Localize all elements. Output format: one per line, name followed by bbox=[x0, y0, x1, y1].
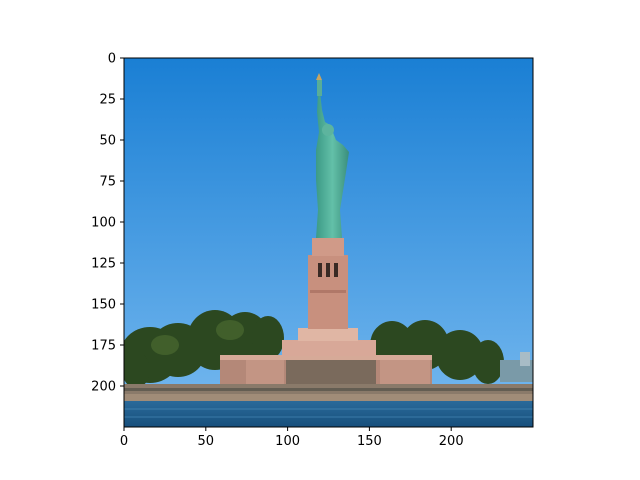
x-tick-label: 100 bbox=[275, 434, 300, 449]
y-tick-label: 50 bbox=[99, 134, 116, 149]
y-tick-label: 100 bbox=[91, 216, 116, 231]
trees-right bbox=[370, 320, 504, 384]
x-axis: 0 50 100 150 200 bbox=[120, 427, 464, 449]
water bbox=[124, 401, 533, 427]
y-tick-label: 175 bbox=[91, 339, 116, 354]
y-axis: 0 25 50 75 100 125 150 175 200 bbox=[91, 52, 124, 395]
fort-base bbox=[220, 355, 432, 389]
y-tick-label: 0 bbox=[108, 52, 116, 67]
y-tick-label: 150 bbox=[91, 298, 116, 313]
y-tick-label: 75 bbox=[99, 175, 116, 190]
x-tick-label: 50 bbox=[198, 434, 215, 449]
y-tick-label: 125 bbox=[91, 257, 116, 272]
x-tick-label: 150 bbox=[357, 434, 382, 449]
x-tick-label: 200 bbox=[439, 434, 464, 449]
y-tick-label: 25 bbox=[99, 93, 116, 108]
x-tick-label: 0 bbox=[120, 434, 128, 449]
axes-frame bbox=[123, 57, 534, 428]
y-tick-label: 200 bbox=[91, 380, 116, 395]
statue bbox=[316, 73, 349, 238]
pedestal bbox=[282, 238, 376, 356]
photo bbox=[124, 58, 533, 427]
